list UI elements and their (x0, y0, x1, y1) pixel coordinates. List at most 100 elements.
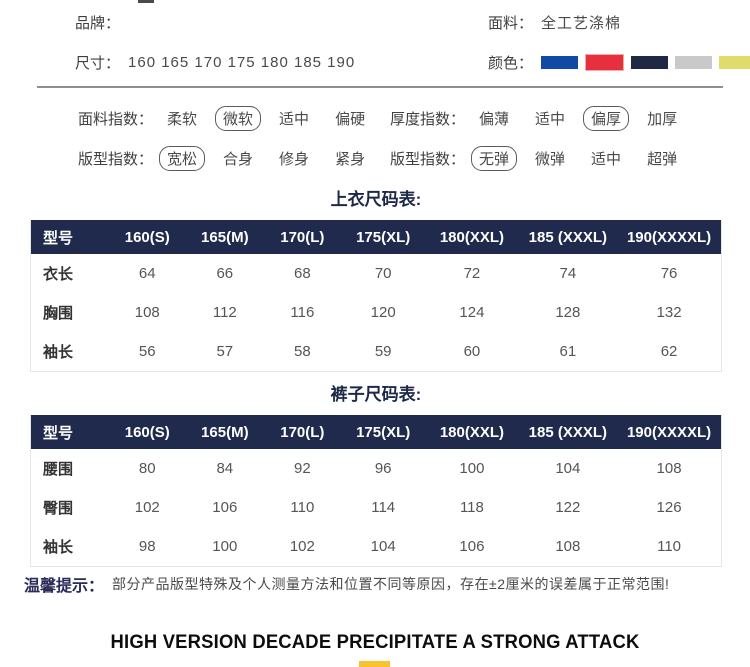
table-row: 腰围 80 84 92 96 100 104 108 (31, 449, 722, 488)
brand-label: 品牌： (75, 14, 121, 32)
tips-row: 温馨提示： 部分产品版型特殊及个人测量方法和位置不同等原因，存在±2厘米的误差属… (24, 572, 734, 596)
index-option-selected: 偏厚 (583, 105, 630, 131)
color-label: 颜色： (488, 54, 534, 72)
index-option: 合身 (223, 150, 254, 168)
index-label: 版型指数： (390, 150, 466, 168)
table-cell: 80 (138, 460, 156, 477)
tips-label: 温馨提示： (24, 578, 105, 595)
index-option: 加厚 (647, 110, 678, 128)
table-cell: 62 (660, 343, 678, 360)
color-swatch-gray[interactable] (675, 55, 713, 69)
color-swatch-blue[interactable] (541, 55, 579, 69)
top-edge-artifact (138, 0, 154, 3)
fabric-row: 面料： 全工艺涤棉 (488, 2, 750, 42)
index-label: 面料指数： (78, 110, 154, 128)
index-option: 适中 (591, 150, 622, 168)
color-swatch-red[interactable] (585, 53, 625, 71)
table-cell: 70 (374, 265, 392, 282)
table-cell: 132 (656, 304, 682, 321)
table-row: 衣长 64 66 68 70 72 74 76 (31, 254, 722, 293)
table-cell: 118 (459, 499, 484, 516)
size-value: 160 165 170 175 180 185 190 (128, 53, 356, 71)
table-header-cell: 160(S) (108, 220, 187, 254)
table-cell: 100 (459, 460, 485, 477)
chart-title: 裤子尺码表: (330, 385, 422, 404)
table-header-cell: 型号 (30, 415, 109, 449)
table-row: 臀围 102 106 110 114 118 122 126 (31, 488, 722, 527)
index-label: 厚度指数： (390, 110, 466, 128)
table-header-row: 型号 160(S) 165(M) 170(L) 175(XL) 180(XXL) 185 (… (30, 415, 722, 449)
index-option: 紧身 (335, 150, 366, 168)
size-table: 型号 160(S) 165(M) 170(L) 175(XL) 180(XXL) 185 (… (30, 415, 722, 567)
index-option: 适中 (535, 110, 566, 128)
table-cell: 74 (559, 265, 577, 282)
table-cell: 126 (656, 499, 682, 516)
fabric-indices-section: 面料指数： 柔软 微软 适中 偏硬 厚度指数： 偏薄 适中 偏厚 加厚 版型指数： 宽松 合身 修身 紧身版… (78, 98, 728, 178)
index-option: 修身 (279, 150, 310, 168)
color-row: 颜色： (488, 42, 750, 82)
table-cell: 108 (656, 460, 682, 477)
table-header-cell: 190(XXXXL) (617, 220, 722, 254)
color-swatches (541, 53, 750, 71)
table-header-cell: 190(XXXXL) (617, 415, 722, 449)
table-cell: 108 (555, 538, 581, 555)
size-chart-2: 裤子尺码表: 型号 160(S) 165(M) 170(L) 175(XL) 180(XXL… (30, 380, 722, 567)
table-header-cell: 180(XXL) (425, 220, 519, 254)
index-row: 面料指数： 柔软 微软 适中 偏硬 厚度指数： 偏薄 适中 偏厚 加厚 (78, 98, 728, 138)
table-cell: 68 (294, 265, 311, 282)
table-cell: 57 (216, 343, 234, 360)
row-label: 腰围 (43, 461, 74, 478)
color-swatch-yellow-green[interactable] (719, 55, 750, 69)
fabric-label: 面料： (488, 14, 534, 32)
index-option: 适中 (279, 110, 310, 128)
table-header-cell: 175(XL) (341, 415, 426, 449)
product-info-right: 面料： 全工艺涤棉 颜色： (488, 2, 750, 82)
table-cell: 110 (657, 538, 682, 555)
table-cell: 114 (371, 499, 396, 516)
row-label: 胸围 (43, 305, 74, 322)
table-cell: 64 (138, 265, 156, 282)
table-header-cell: 185 (XXXL) (518, 415, 618, 449)
table-header-cell: 175(XL) (341, 220, 426, 254)
brand-row: 品牌： (75, 2, 355, 42)
chart-title: 上衣尺码表: (330, 190, 422, 209)
size-chart-1: 上衣尺码表: 型号 160(S) 165(M) 170(L) 175(XL) 180(XXL… (30, 185, 722, 372)
fabric-value: 全工艺涤棉 (541, 14, 622, 32)
table-row: 袖长 98 100 102 104 106 108 110 (31, 527, 722, 567)
index-option: 微弹 (535, 150, 566, 168)
table-header-row: 型号 160(S) 165(M) 170(L) 175(XL) 180(XXL) 185 (… (30, 220, 722, 254)
table-header-cell: 185 (XXXL) (518, 220, 618, 254)
table-cell: 128 (555, 304, 581, 321)
table-cell: 72 (463, 265, 481, 282)
color-swatch-navy[interactable] (631, 55, 669, 69)
table-cell: 100 (212, 538, 238, 555)
table-header-cell: 165(M) (186, 220, 264, 254)
table-header-cell: 180(XXL) (425, 415, 519, 449)
index-option: 偏硬 (335, 110, 366, 128)
table-cell: 102 (134, 499, 160, 516)
table-header-cell: 170(L) (263, 220, 342, 254)
index-group-right: 厚度指数： 偏薄 适中 偏厚 加厚 (390, 105, 728, 131)
table-cell: 124 (459, 304, 485, 321)
size-label: 尺寸： (75, 54, 121, 72)
table-cell: 59 (374, 343, 392, 360)
table-cell: 104 (370, 538, 396, 555)
tips-text: 部分产品版型特殊及个人测量方法和位置不同等原因，存在±2厘米的误差属于正常范围! (112, 576, 670, 592)
table-header-cell: 型号 (30, 220, 109, 254)
table-cell: 116 (290, 304, 315, 321)
index-group-right: 版型指数： 无弹 微弹 适中 超弹 (390, 145, 728, 171)
table-cell: 106 (459, 538, 485, 555)
table-row: 胸围 108 112 116 120 124 128 132 (31, 293, 722, 332)
table-cell: 60 (463, 343, 481, 360)
size-row: 尺寸： 160 165 170 175 180 185 190 (75, 42, 355, 82)
index-option: 偏薄 (479, 110, 510, 128)
table-cell: 56 (138, 343, 156, 360)
index-option: 超弹 (647, 150, 678, 168)
table-cell: 92 (294, 460, 311, 477)
table-cell: 96 (374, 460, 392, 477)
footer-underline-bar (359, 661, 390, 667)
index-option-selected: 宽松 (159, 145, 206, 171)
product-info-left: 品牌： 尺寸： 160 165 170 175 180 185 190 (75, 2, 355, 82)
table-cell: 66 (216, 265, 234, 282)
